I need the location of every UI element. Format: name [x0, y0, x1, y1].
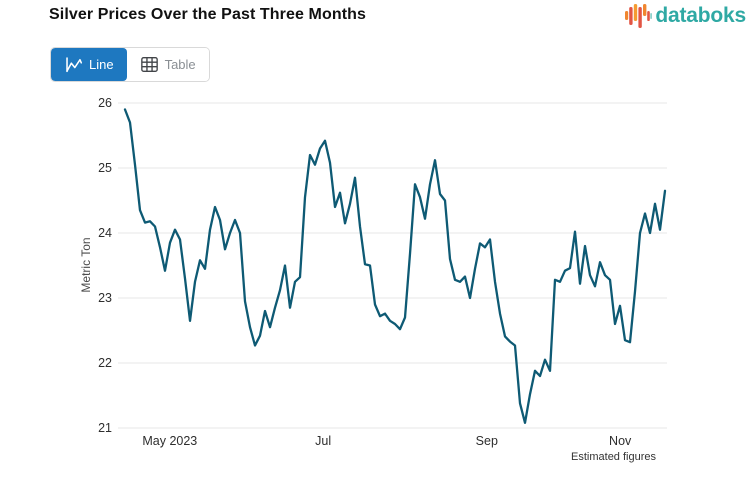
y-axis-tick-label: 26 — [98, 96, 112, 110]
table-view-label: Table — [164, 57, 196, 72]
x-axis-tick-label: Sep — [475, 434, 498, 448]
y-axis-tick-label: 21 — [98, 421, 112, 435]
databoks-logo-text: databoks — [655, 4, 746, 27]
y-axis-tick-label: 24 — [98, 226, 112, 240]
x-axis-tick-label: Nov — [609, 434, 632, 448]
x-axis-tick-label: May 2023 — [142, 434, 198, 448]
chart-view-toggle: Line Table — [50, 47, 210, 82]
y-axis-tick-label: 23 — [98, 291, 112, 305]
line-view-button[interactable]: Line — [51, 48, 127, 81]
y-axis-tick-label: 25 — [98, 161, 112, 175]
chart-footnote: Estimated figures — [571, 451, 656, 463]
x-axis-tick-label: Jul — [315, 434, 332, 448]
table-view-button[interactable]: Table — [126, 48, 209, 81]
databoks-logo: databoks — [624, 3, 746, 29]
table-icon — [140, 57, 158, 72]
y-axis-tick-label: 22 — [98, 356, 112, 370]
line-view-label: Line — [89, 57, 114, 72]
price-line-series — [123, 108, 667, 424]
page-title: Silver Prices Over the Past Three Months — [49, 6, 367, 23]
databoks-logo-bars-icon — [625, 4, 653, 28]
line-chart-icon — [66, 57, 83, 73]
